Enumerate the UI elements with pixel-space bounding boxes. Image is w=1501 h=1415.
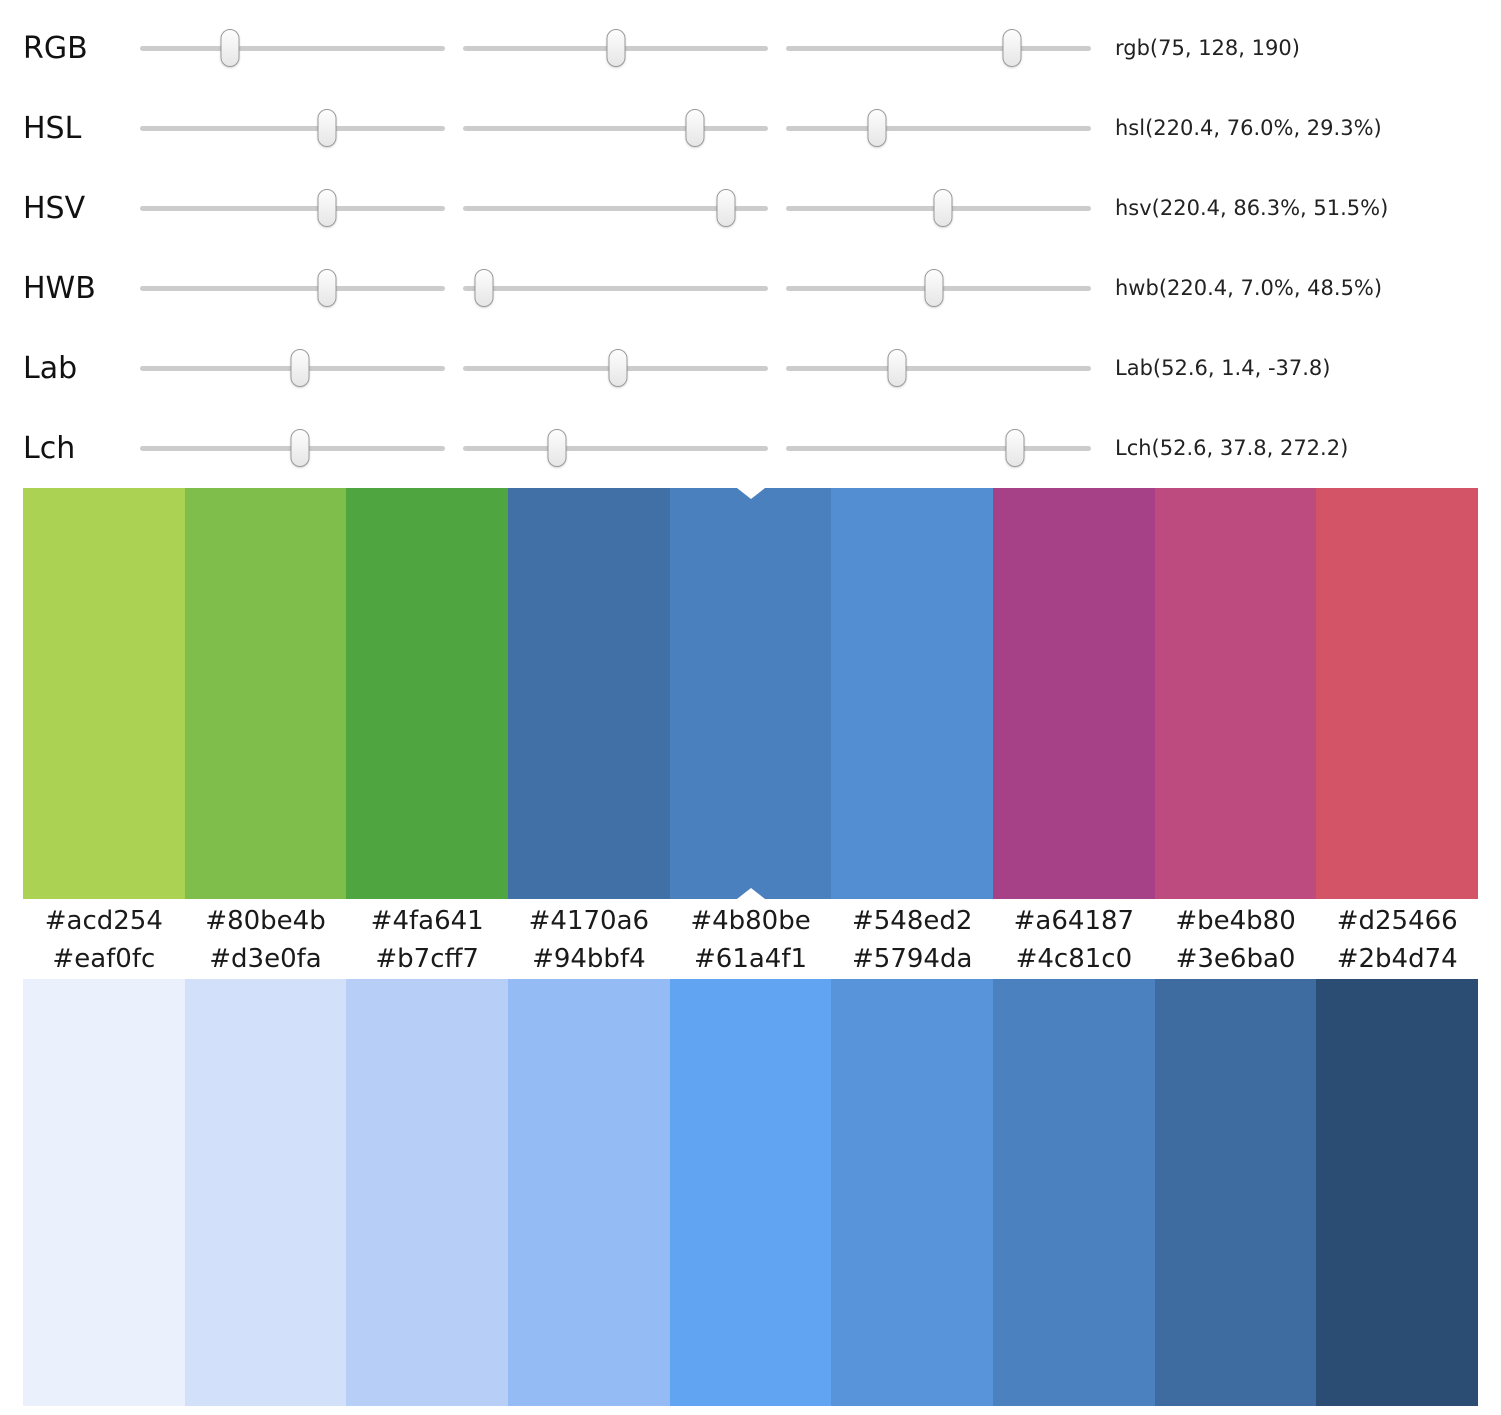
shade-swatch-4[interactable]: [669, 979, 832, 1406]
shade-swatch-2[interactable]: [346, 979, 509, 1406]
hue-swatch-4-selected[interactable]: [669, 488, 832, 899]
lch-value-text: Lch(52.6, 37.8, 272.2): [1115, 436, 1349, 460]
hue-swatch-label-6: #a64187: [1013, 906, 1135, 936]
hsl-s-slider[interactable]: [463, 109, 768, 147]
hue-swatch-label-2: #4fa641: [370, 906, 484, 936]
hsv-label: HSV: [23, 190, 86, 226]
hsl-label: HSL: [23, 110, 82, 146]
shade-swatch-6[interactable]: [993, 979, 1155, 1406]
shade-swatch-label-0: #eaf0fc: [52, 944, 156, 974]
hue-swatch-label-4: #4b80be: [690, 906, 811, 936]
shade-swatch-label-8: #2b4d74: [1336, 944, 1458, 974]
slider-thumb[interactable]: [933, 189, 953, 227]
hue-swatch-6[interactable]: [993, 488, 1155, 899]
hwb-w-slider[interactable]: [463, 269, 768, 307]
hue-swatch-label-5: #548ed2: [851, 906, 973, 936]
hsl-value-text: hsl(220.4, 76.0%, 29.3%): [1115, 116, 1382, 140]
hwb-b-slider[interactable]: [786, 269, 1091, 307]
slider-thumb[interactable]: [317, 109, 337, 147]
slider-thumb[interactable]: [547, 429, 567, 467]
shade-swatch-label-7: #3e6ba0: [1175, 944, 1296, 974]
slider-thumb[interactable]: [290, 349, 310, 387]
slider-row-lch: Lch Lch(52.6, 37.8, 272.2): [23, 408, 1501, 488]
lch-label: Lch: [23, 430, 76, 466]
hue-palette: [23, 488, 1479, 899]
slider-thumb[interactable]: [608, 349, 628, 387]
hue-swatch-label-0: #acd254: [44, 906, 163, 936]
hsl-l-slider[interactable]: [786, 109, 1091, 147]
hue-swatch-0[interactable]: [23, 488, 185, 899]
hsl-h-slider[interactable]: [140, 109, 445, 147]
rgb-label: RGB: [23, 30, 88, 66]
shade-swatch-1[interactable]: [184, 979, 347, 1406]
hue-swatch-1[interactable]: [184, 488, 347, 899]
lab-a-slider[interactable]: [463, 349, 768, 387]
lch-h-slider[interactable]: [786, 429, 1091, 467]
lab-value-text: Lab(52.6, 1.4, -37.8): [1115, 356, 1331, 380]
slider-thumb[interactable]: [317, 189, 337, 227]
hue-swatch-8[interactable]: [1316, 488, 1479, 899]
lab-label: Lab: [23, 350, 78, 386]
slider-thumb[interactable]: [1005, 429, 1025, 467]
slider-thumb[interactable]: [317, 269, 337, 307]
lab-b-slider[interactable]: [786, 349, 1091, 387]
shade-swatch-5[interactable]: [831, 979, 994, 1406]
slider-thumb[interactable]: [887, 349, 907, 387]
slider-thumb[interactable]: [220, 29, 240, 67]
slider-thumb[interactable]: [685, 109, 705, 147]
hue-swatch-7[interactable]: [1154, 488, 1317, 899]
shade-swatch-label-6: #4c81c0: [1015, 944, 1133, 974]
lab-l-slider[interactable]: [140, 349, 445, 387]
hsv-value-text: hsv(220.4, 86.3%, 51.5%): [1115, 196, 1389, 220]
hue-swatch-label-3: #4170a6: [528, 906, 650, 936]
lch-l-slider[interactable]: [140, 429, 445, 467]
shade-swatch-label-5: #5794da: [852, 944, 973, 974]
hsv-h-slider[interactable]: [140, 189, 445, 227]
shade-swatch-3[interactable]: [508, 979, 670, 1406]
slider-row-rgb: RGB rgb(75, 128, 190): [23, 8, 1501, 88]
shade-swatch-7[interactable]: [1154, 979, 1317, 1406]
slider-thumb[interactable]: [1002, 29, 1022, 67]
shade-palette-labels: #eaf0fc #d3e0fa #b7cff7 #94bbf4 #61a4f1 …: [23, 943, 1478, 979]
shade-swatch-label-3: #94bbf4: [532, 944, 646, 974]
slider-row-lab: Lab Lab(52.6, 1.4, -37.8): [23, 328, 1501, 408]
rgb-value-text: rgb(75, 128, 190): [1115, 36, 1300, 60]
slider-thumb[interactable]: [716, 189, 736, 227]
shade-swatch-label-4: #61a4f1: [694, 944, 808, 974]
selected-marker-top-icon: [736, 488, 765, 499]
hue-swatch-5[interactable]: [831, 488, 994, 899]
shade-swatch-label-2: #b7cff7: [375, 944, 479, 974]
hwb-value-text: hwb(220.4, 7.0%, 48.5%): [1115, 276, 1383, 300]
hue-palette-labels: #acd254 #80be4b #4fa641 #4170a6 #4b80be …: [23, 899, 1478, 943]
hsv-s-slider[interactable]: [463, 189, 768, 227]
rgb-b-slider[interactable]: [786, 29, 1091, 67]
slider-row-hsl: HSL hsl(220.4, 76.0%, 29.3%): [23, 88, 1501, 168]
selected-marker-bottom-icon: [736, 888, 765, 899]
color-slider-panel: RGB rgb(75, 128, 190) HSL hsl(220.4, 76.…: [0, 0, 1501, 488]
hwb-h-slider[interactable]: [140, 269, 445, 307]
slider-thumb[interactable]: [867, 109, 887, 147]
rgb-r-slider[interactable]: [140, 29, 445, 67]
shade-swatch-0[interactable]: [23, 979, 185, 1406]
hue-swatch-label-8: #d25466: [1336, 906, 1458, 936]
hue-swatch-label-7: #be4b80: [1175, 906, 1296, 936]
hue-swatch-label-1: #80be4b: [205, 906, 326, 936]
shade-swatch-8[interactable]: [1316, 979, 1479, 1406]
slider-thumb[interactable]: [606, 29, 626, 67]
hsv-v-slider[interactable]: [786, 189, 1091, 227]
shade-palette: [23, 979, 1479, 1406]
hue-swatch-2[interactable]: [346, 488, 509, 899]
slider-row-hsv: HSV hsv(220.4, 86.3%, 51.5%): [23, 168, 1501, 248]
slider-thumb[interactable]: [474, 269, 494, 307]
shade-swatch-label-1: #d3e0fa: [209, 944, 322, 974]
slider-thumb[interactable]: [290, 429, 310, 467]
rgb-g-slider[interactable]: [463, 29, 768, 67]
lch-c-slider[interactable]: [463, 429, 768, 467]
slider-thumb[interactable]: [924, 269, 944, 307]
hue-swatch-3[interactable]: [508, 488, 670, 899]
slider-row-hwb: HWB hwb(220.4, 7.0%, 48.5%): [23, 248, 1501, 328]
hwb-label: HWB: [23, 270, 96, 306]
